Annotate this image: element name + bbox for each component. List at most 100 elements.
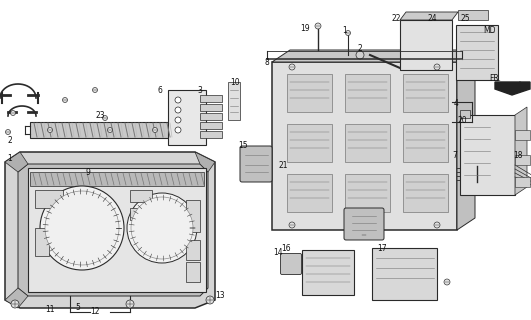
- Circle shape: [356, 51, 364, 59]
- Bar: [30, 122, 170, 138]
- Bar: [287, 74, 332, 112]
- Circle shape: [206, 296, 214, 304]
- Text: 21: 21: [278, 161, 288, 170]
- Polygon shape: [400, 12, 458, 20]
- Text: 1: 1: [7, 154, 12, 163]
- Circle shape: [289, 64, 295, 70]
- Polygon shape: [495, 82, 530, 95]
- FancyBboxPatch shape: [344, 208, 384, 240]
- Bar: [200, 113, 222, 120]
- Circle shape: [175, 117, 181, 123]
- Bar: [35, 190, 63, 208]
- Circle shape: [175, 97, 181, 103]
- Text: MD: MD: [484, 26, 496, 35]
- Circle shape: [289, 222, 295, 228]
- Circle shape: [92, 87, 98, 92]
- Text: 11: 11: [45, 306, 55, 315]
- Polygon shape: [5, 152, 215, 308]
- Circle shape: [361, 232, 367, 238]
- Bar: [130, 190, 152, 202]
- Polygon shape: [195, 152, 215, 172]
- FancyBboxPatch shape: [280, 253, 302, 275]
- Text: 18: 18: [513, 150, 523, 159]
- Circle shape: [40, 186, 124, 270]
- FancyBboxPatch shape: [240, 146, 272, 182]
- Circle shape: [175, 107, 181, 113]
- Bar: [30, 172, 204, 186]
- Text: 10: 10: [230, 77, 240, 86]
- Bar: [345, 124, 390, 162]
- Polygon shape: [18, 164, 208, 296]
- Text: 16: 16: [281, 244, 291, 252]
- Circle shape: [47, 127, 53, 132]
- Bar: [345, 174, 390, 212]
- Circle shape: [315, 23, 321, 29]
- Circle shape: [434, 64, 440, 70]
- Text: 2: 2: [357, 44, 362, 52]
- Text: 23: 23: [95, 110, 105, 119]
- Circle shape: [127, 193, 197, 263]
- Text: 24: 24: [427, 13, 437, 22]
- Bar: [200, 95, 222, 102]
- Circle shape: [152, 127, 158, 132]
- Text: 15: 15: [238, 140, 248, 149]
- Circle shape: [126, 300, 134, 308]
- Bar: [186, 200, 200, 232]
- Bar: [458, 10, 488, 20]
- Polygon shape: [5, 152, 28, 172]
- Bar: [272, 62, 457, 230]
- Bar: [403, 74, 448, 112]
- Polygon shape: [272, 50, 475, 62]
- Circle shape: [434, 222, 440, 228]
- Bar: [200, 122, 222, 129]
- Text: 25: 25: [460, 13, 470, 22]
- Text: 14: 14: [273, 247, 283, 257]
- Text: 7: 7: [452, 150, 457, 159]
- Circle shape: [5, 130, 11, 134]
- Text: 12: 12: [90, 308, 100, 316]
- Bar: [403, 124, 448, 162]
- Polygon shape: [5, 288, 28, 308]
- Bar: [460, 110, 470, 118]
- Text: 9: 9: [85, 167, 90, 177]
- Bar: [515, 130, 530, 140]
- Bar: [35, 228, 49, 256]
- Circle shape: [102, 116, 107, 121]
- Text: 22: 22: [391, 13, 401, 22]
- Circle shape: [45, 191, 119, 265]
- Bar: [302, 250, 354, 295]
- Bar: [345, 74, 390, 112]
- Bar: [28, 168, 206, 292]
- Bar: [403, 174, 448, 212]
- Text: 6: 6: [158, 85, 162, 94]
- Bar: [460, 115, 515, 195]
- Text: 2: 2: [7, 135, 12, 145]
- Text: 3: 3: [198, 85, 202, 94]
- Polygon shape: [515, 107, 527, 195]
- Text: 5: 5: [75, 303, 80, 313]
- Circle shape: [11, 300, 19, 308]
- Bar: [400, 20, 452, 70]
- Bar: [287, 174, 332, 212]
- Circle shape: [11, 110, 15, 116]
- Bar: [200, 131, 222, 138]
- Circle shape: [444, 279, 450, 285]
- Bar: [372, 248, 437, 300]
- Bar: [186, 240, 200, 260]
- Text: FR.: FR.: [489, 74, 501, 83]
- Text: 8: 8: [264, 58, 269, 67]
- Polygon shape: [457, 50, 475, 230]
- Bar: [130, 208, 152, 220]
- Bar: [186, 262, 200, 282]
- Bar: [456, 25, 498, 80]
- Circle shape: [131, 197, 193, 259]
- Bar: [515, 155, 530, 165]
- Circle shape: [346, 30, 350, 36]
- Circle shape: [175, 127, 181, 133]
- Text: 4: 4: [453, 99, 458, 108]
- Circle shape: [107, 127, 113, 132]
- Text: 1: 1: [342, 26, 347, 35]
- Text: 13: 13: [215, 291, 225, 300]
- Text: 19: 19: [300, 23, 310, 33]
- Text: 17: 17: [377, 244, 387, 252]
